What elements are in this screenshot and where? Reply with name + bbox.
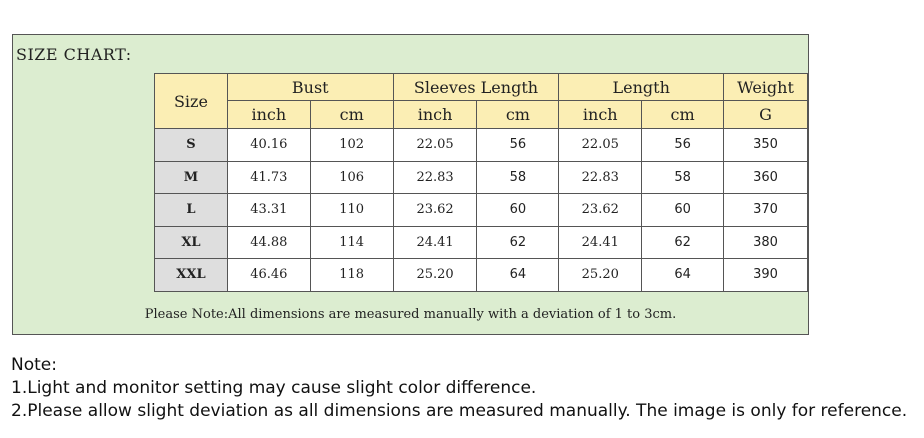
unit-header: inch	[558, 100, 643, 129]
table-cell: 110	[309, 193, 394, 227]
unit-header: cm	[641, 100, 725, 129]
unit-header: cm	[309, 100, 394, 129]
table-row: XXL 46.46 118 25.20 64 25.20 64 390	[154, 258, 808, 292]
size-chart-panel: SIZE CHART: Size Bust Sleeves Length Len…	[12, 34, 809, 335]
size-chart-title: SIZE CHART:	[16, 45, 132, 64]
notes-heading: Note:	[11, 355, 57, 375]
table-cell: 44.88	[226, 225, 311, 259]
table-cell: 24.41	[558, 225, 643, 259]
table-cell: 102	[309, 128, 394, 162]
notes-section: Note: 1.Light and monitor setting may ca…	[11, 354, 907, 423]
table-cell: 24.41	[392, 225, 478, 259]
table-cell: 60	[476, 193, 560, 227]
table-row: S 40.16 102 22.05 56 22.05 56 350	[154, 128, 808, 162]
table-cell: 380	[723, 225, 808, 259]
unit-header: G	[723, 100, 808, 129]
size-column-header: Size	[154, 73, 228, 129]
table-cell: 390	[723, 258, 808, 292]
size-cell: XXL	[154, 258, 228, 292]
header-row-units: inch cm inch cm inch cm G	[155, 100, 808, 129]
table-cell: 22.83	[392, 160, 478, 194]
sleeves-length-header: Sleeves Length	[392, 73, 560, 101]
size-table: Size Bust Sleeves Length Length Weight i…	[154, 73, 808, 292]
table-cell: 41.73	[226, 160, 311, 194]
unit-header: cm	[476, 100, 560, 129]
table-cell: 46.46	[226, 258, 311, 292]
table-cell: 64	[476, 258, 560, 292]
length-header: Length	[558, 73, 725, 101]
table-cell: 22.83	[558, 160, 643, 194]
table-cell: 23.62	[558, 193, 643, 227]
table-cell: 114	[309, 225, 394, 259]
unit-header: inch	[226, 100, 311, 129]
size-cell: XL	[154, 225, 228, 259]
weight-header: Weight	[723, 73, 808, 101]
table-cell: 40.16	[226, 128, 311, 162]
table-cell: 22.05	[558, 128, 643, 162]
table-cell: 106	[309, 160, 394, 194]
table-cell: 360	[723, 160, 808, 194]
header-row-groups: Size Bust Sleeves Length Length Weight	[154, 73, 808, 129]
table-cell: 25.20	[558, 258, 643, 292]
table-cell: 58	[476, 160, 560, 194]
table-cell: 23.62	[392, 193, 478, 227]
table-cell: 56	[641, 128, 725, 162]
bust-header: Bust	[226, 73, 394, 101]
size-cell: M	[154, 160, 228, 194]
table-cell: 118	[309, 258, 394, 292]
table-cell: 25.20	[392, 258, 478, 292]
table-row: M 41.73 106 22.83 58 22.83 58 360	[154, 160, 808, 194]
table-cell: 58	[641, 160, 725, 194]
table-row: XL 44.88 114 24.41 62 24.41 62 380	[154, 225, 808, 259]
table-cell: 43.31	[226, 193, 311, 227]
table-cell: 350	[723, 128, 808, 162]
table-cell: 62	[641, 225, 725, 259]
table-cell: 64	[641, 258, 725, 292]
table-cell: 370	[723, 193, 808, 227]
size-cell: L	[154, 193, 228, 227]
note-line-2: 2.Please allow slight deviation as all d…	[11, 401, 908, 421]
table-cell: 56	[476, 128, 560, 162]
unit-header: inch	[392, 100, 478, 129]
table-row: L 43.31 110 23.62 60 23.62 60 370	[154, 193, 808, 227]
table-cell: 62	[476, 225, 560, 259]
size-cell: S	[154, 128, 228, 162]
measurement-note: Please Note:All dimensions are measured …	[144, 307, 677, 322]
table-cell: 22.05	[392, 128, 478, 162]
table-cell: 60	[641, 193, 725, 227]
note-line-1: 1.Light and monitor setting may cause sl…	[11, 378, 537, 398]
